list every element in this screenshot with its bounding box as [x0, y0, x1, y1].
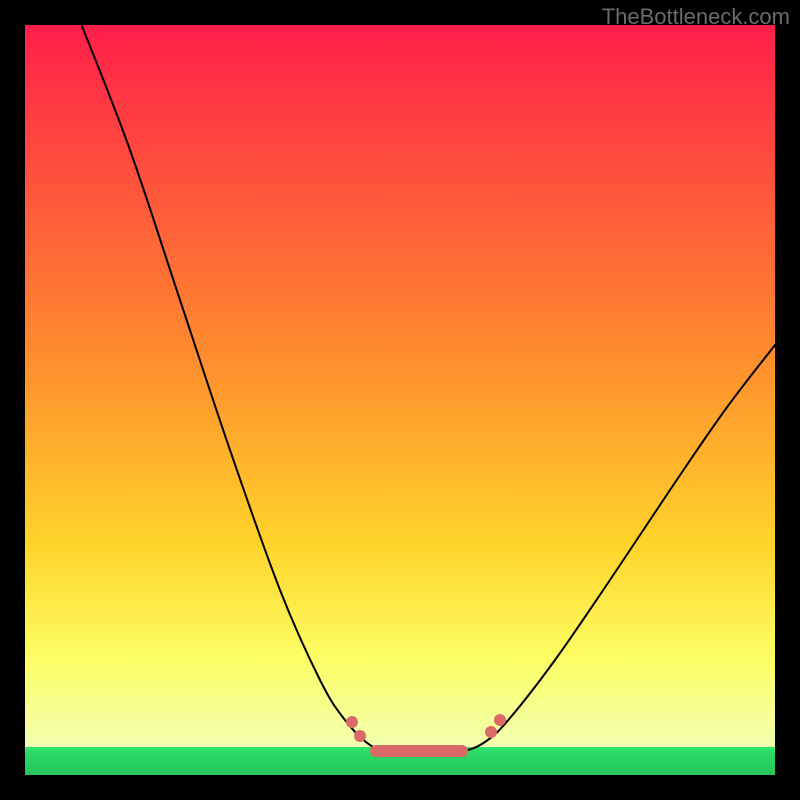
heat-gradient-background: [25, 25, 775, 747]
watermark-text: TheBottleneck.com: [602, 4, 790, 30]
chart-stage: TheBottleneck.com: [0, 0, 800, 800]
green-strip: [25, 747, 775, 775]
